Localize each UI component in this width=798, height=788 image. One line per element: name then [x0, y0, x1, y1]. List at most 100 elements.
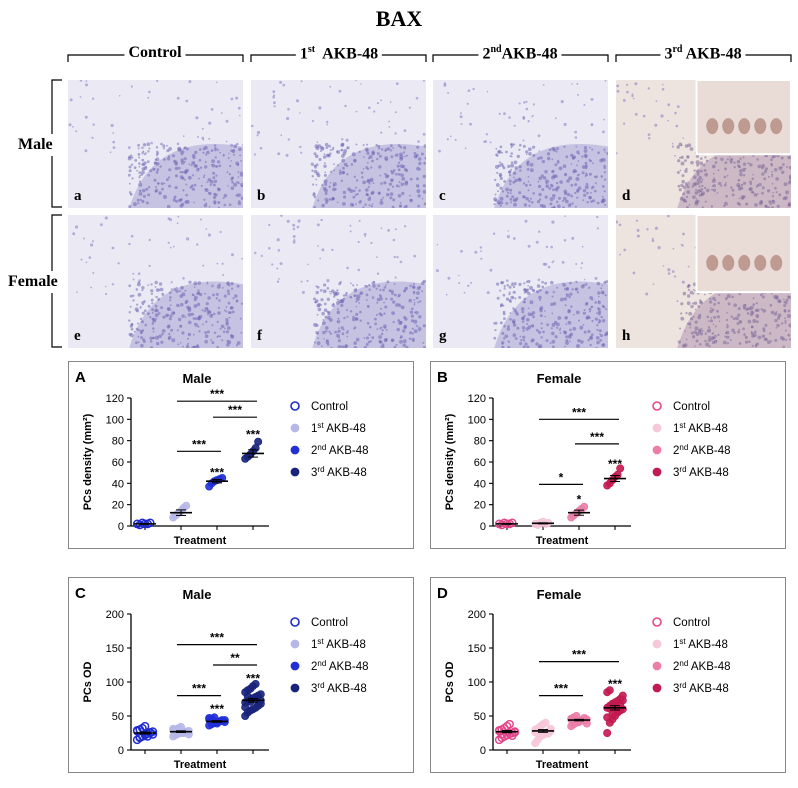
y-tick-label: 150: [106, 643, 124, 655]
row-label-female: Female: [8, 271, 58, 293]
chart-panel-letter: B: [437, 369, 448, 386]
data-point: [505, 719, 514, 729]
chart-D-svg: D Female 0 50 100 150 200 Treatment PCs OD *** ***…: [437, 585, 731, 771]
legend-marker: [290, 467, 300, 477]
legend-marker: [652, 401, 662, 411]
chart-panel-letter: A: [75, 369, 86, 386]
chart-title: Female: [537, 371, 582, 386]
y-tick-label: 100: [106, 677, 124, 689]
micrograph-panel-h: h: [616, 215, 791, 348]
panel-letter-c: c: [439, 188, 446, 204]
chart-title: Female: [537, 587, 582, 602]
legend-marker: [290, 423, 300, 433]
data-point: [618, 696, 627, 705]
significance-mark: *: [577, 492, 582, 506]
data-point: [603, 728, 612, 737]
panel-letter-b: b: [257, 188, 266, 204]
data-point: [241, 703, 250, 712]
micrograph-panel-a: a: [68, 80, 243, 208]
data-point: [531, 728, 540, 737]
bracket-label: ***: [210, 631, 224, 645]
data-point: [182, 501, 191, 510]
data-point: [580, 502, 589, 511]
micrograph-image: [433, 80, 608, 208]
legend-marker: [652, 639, 662, 649]
x-axis-label: Treatment: [174, 759, 227, 771]
figure-title: BAX: [375, 6, 423, 31]
data-point: [140, 721, 150, 731]
legend-marker: [290, 617, 300, 627]
y-tick-label: 200: [106, 609, 124, 621]
bracket-label: ***: [192, 437, 206, 451]
column-label-3rd: 3rd AKB-48: [660, 44, 746, 64]
bracket-label: *: [559, 470, 564, 484]
legend-label: Control: [311, 401, 348, 413]
micrograph-panel-g: g: [433, 215, 608, 348]
legend-marker: [290, 661, 300, 671]
bracket-label: ***: [210, 387, 224, 401]
significance-mark: ***: [608, 457, 622, 471]
data-point: [507, 518, 517, 528]
y-tick-label: 0: [480, 745, 486, 757]
micrograph-image: [616, 80, 791, 208]
y-tick-label: 100: [106, 414, 124, 426]
micrograph-image: [251, 80, 426, 208]
y-tick-label: 120: [468, 393, 486, 405]
panel-letter-a: a: [74, 188, 82, 204]
y-tick-label: 20: [112, 500, 124, 512]
legend-label: 1st AKB-48: [311, 421, 366, 435]
legend-label: Control: [673, 401, 710, 413]
micrograph-image: [251, 215, 426, 348]
legend-label: Control: [673, 617, 710, 629]
chart-title: Male: [183, 587, 212, 602]
significance-mark: ***: [246, 427, 260, 441]
legend-label: 3rd AKB-48: [673, 681, 729, 695]
legend-marker: [652, 467, 662, 477]
y-tick-label: 60: [474, 457, 486, 469]
micrograph-image: [616, 215, 791, 348]
bracket-label: ***: [554, 682, 568, 696]
legend-label: 3rd AKB-48: [673, 465, 729, 479]
data-point: [184, 730, 193, 739]
chart-title: Male: [183, 371, 212, 386]
y-tick-label: 60: [112, 457, 124, 469]
y-tick-label: 50: [474, 711, 486, 723]
bracket-label: ***: [590, 430, 604, 444]
legend-marker: [290, 639, 300, 649]
data-point: [145, 518, 155, 528]
legend-label: Control: [311, 617, 348, 629]
y-tick-label: 80: [112, 436, 124, 448]
data-point: [497, 730, 507, 739]
chart-B-svg: B Female 0 20 40 60 80 100 120 Treatment PCs densi…: [437, 369, 731, 547]
chart-panel-C: C Male 0 50 100 150 200 Treatment PCs OD *** *** **…: [68, 577, 414, 773]
data-point: [603, 713, 612, 722]
panel-letter-d: d: [622, 188, 631, 204]
data-point: [169, 724, 178, 733]
y-tick-label: 0: [480, 521, 486, 533]
legend-marker: [652, 661, 662, 671]
column-label-1st: 1st AKB-48: [295, 44, 383, 64]
row-label-male: Male: [18, 134, 53, 156]
y-axis-label: PCs density (mm²): [82, 413, 94, 510]
y-tick-label: 40: [474, 478, 486, 490]
y-tick-label: 200: [468, 609, 486, 621]
chart-panel-A: A Male 0 20 40 60 80 100 120 Treatment PCs density…: [68, 361, 414, 549]
y-tick-label: 0: [118, 521, 124, 533]
y-axis-label: PCs density (mm²): [444, 413, 456, 510]
x-axis-label: Treatment: [174, 535, 227, 547]
y-axis-label: PCs OD: [444, 661, 456, 702]
chart-panel-letter: C: [75, 585, 86, 602]
legend-label: 1st AKB-48: [673, 421, 728, 435]
chart-panel-D: D Female 0 50 100 150 200 Treatment PCs OD *** ***…: [430, 577, 786, 773]
micrograph-panel-b: b: [251, 80, 426, 208]
legend-marker: [652, 683, 662, 693]
chart-panel-letter: D: [437, 585, 448, 602]
y-tick-label: 20: [474, 500, 486, 512]
legend-marker: [290, 683, 300, 693]
micrograph-panel-c: c: [433, 80, 608, 208]
legend-label: 1st AKB-48: [673, 637, 728, 651]
bracket-label: **: [230, 651, 240, 665]
legend-label: 1st AKB-48: [311, 637, 366, 651]
significance-mark: ***: [210, 702, 224, 716]
data-point: [254, 437, 263, 446]
